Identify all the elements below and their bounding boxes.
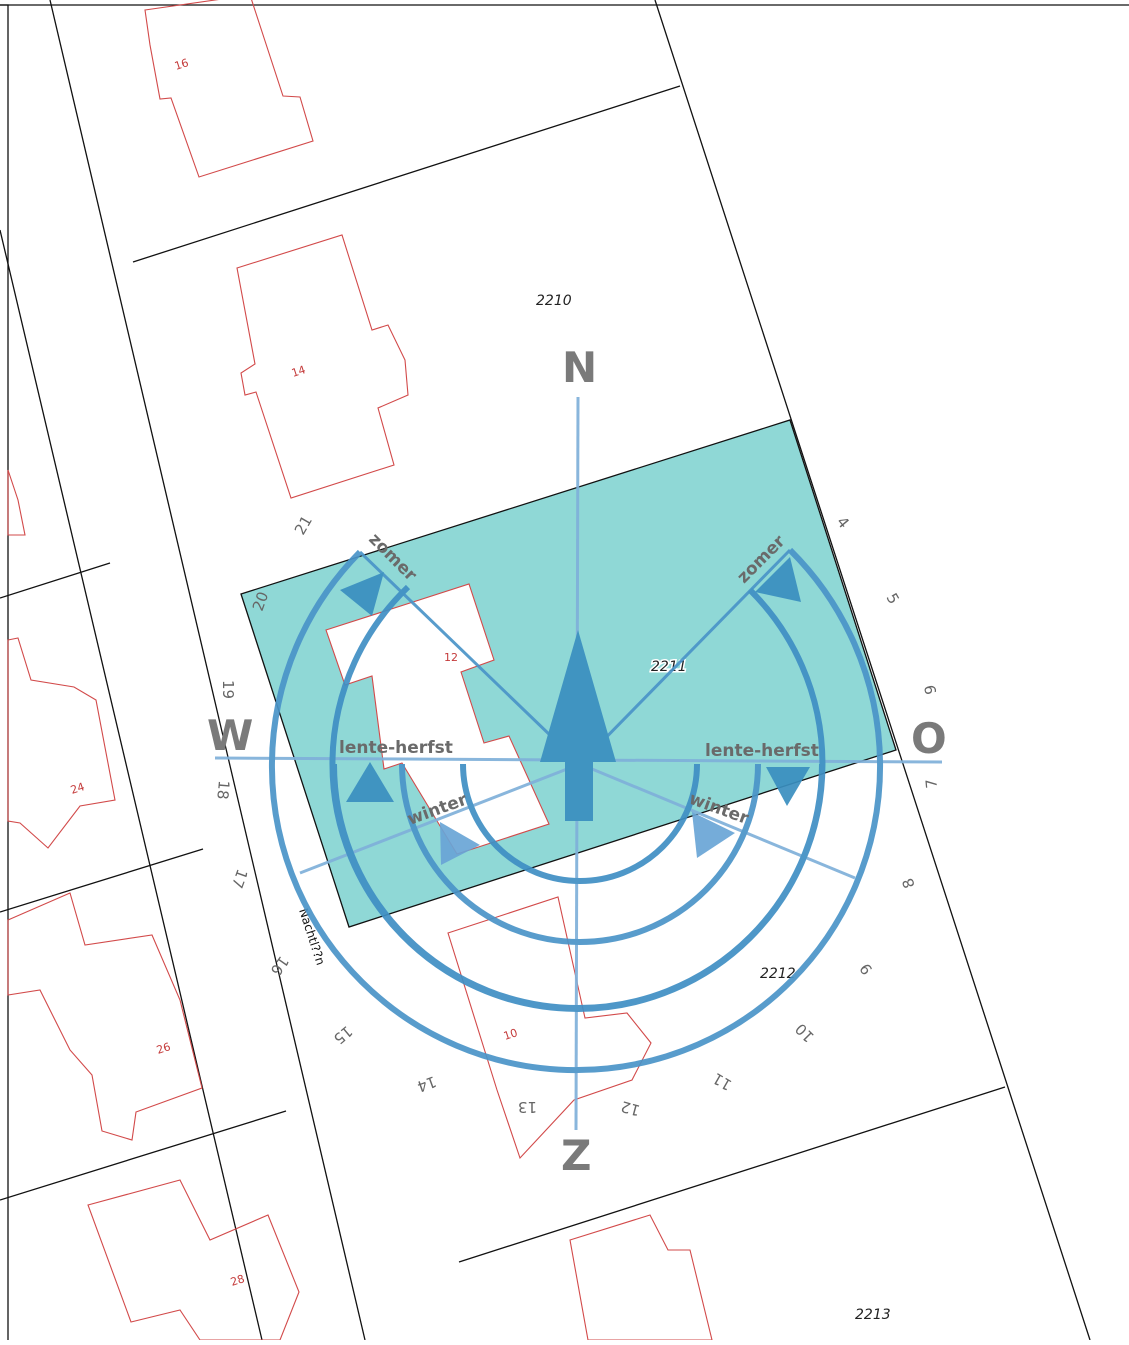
inner-arc [460,763,700,884]
street-number-18: 18 [213,780,233,801]
equinox-arrow-east [766,767,810,806]
compass-north: N [562,343,597,392]
summer-ray-east [578,548,792,766]
compass-west: W [207,711,253,760]
winter-arrow-east [692,812,735,858]
building-12[interactable] [325,583,550,855]
house-number-28: 28 [229,1272,246,1289]
house-numbers: 16 14 12 24 26 10 28 [69,56,519,1289]
summer-arrow-west [340,572,384,616]
street-number-5: 5 [883,590,903,607]
street-number-4: 4 [833,513,853,532]
street-number-12: 12 [619,1097,642,1119]
house-number-14: 14 [290,363,307,380]
building-24[interactable] [7,637,116,849]
compass-south: Z [561,1131,591,1180]
cardinal-labels: N Z W O [207,343,947,1180]
parcel-numbers: 2210 2211 2212 2213 [536,293,891,1323]
street-number-16: 16 [267,953,293,979]
building-14[interactable] [236,234,409,499]
house-number-24: 24 [69,780,86,797]
equinox-label-west: lente-herfst [339,738,453,758]
street-number-8: 8 [899,876,919,891]
house-number-12: 12 [444,651,458,664]
street-number-21: 21 [291,512,316,538]
north-arrow-icon [540,630,616,762]
compass-east: O [911,714,947,763]
building-left-partial [7,469,26,536]
street-number-6: 6 [920,684,939,697]
equinox-label-east: lente-herfst [705,741,819,761]
north-arrow-shaft [565,755,593,821]
street-number-10: 10 [792,1020,818,1046]
buildings [7,0,713,1341]
building-26[interactable] [7,892,203,1141]
street-number-7: 7 [922,778,941,789]
street-number-17: 17 [228,867,251,891]
outer-arc [269,547,883,1073]
winter-ray-east [579,762,856,880]
summer-ray-west [358,550,582,766]
winter-arc [399,763,761,945]
building-16[interactable] [144,0,314,178]
summer-arc-inner [329,584,826,1012]
street-number-13: 13 [518,1098,537,1116]
building-2213-house[interactable] [569,1214,713,1341]
equinox-arrow-west [346,762,394,802]
summer-arrow-east [755,557,801,602]
winter-arrow-west [440,822,480,865]
parcel-number-2213: 2213 [855,1307,891,1323]
parcel-number-2210: 2210 [536,293,572,309]
street-number-15: 15 [330,1022,356,1048]
street-number-19: 19 [219,680,237,699]
house-number-26: 26 [155,1040,172,1057]
street-number-9: 9 [856,960,876,978]
house-number-16: 16 [173,56,190,73]
street-number-20: 20 [249,589,272,613]
winter-ray-west [299,762,581,875]
building-28[interactable] [87,1179,300,1341]
house-number-10: 10 [502,1026,519,1043]
street-number-14: 14 [415,1072,439,1095]
sun-path-diagram [214,396,943,1131]
parcel-number-2212: 2212 [760,966,796,982]
street-number-11: 11 [709,1069,735,1094]
